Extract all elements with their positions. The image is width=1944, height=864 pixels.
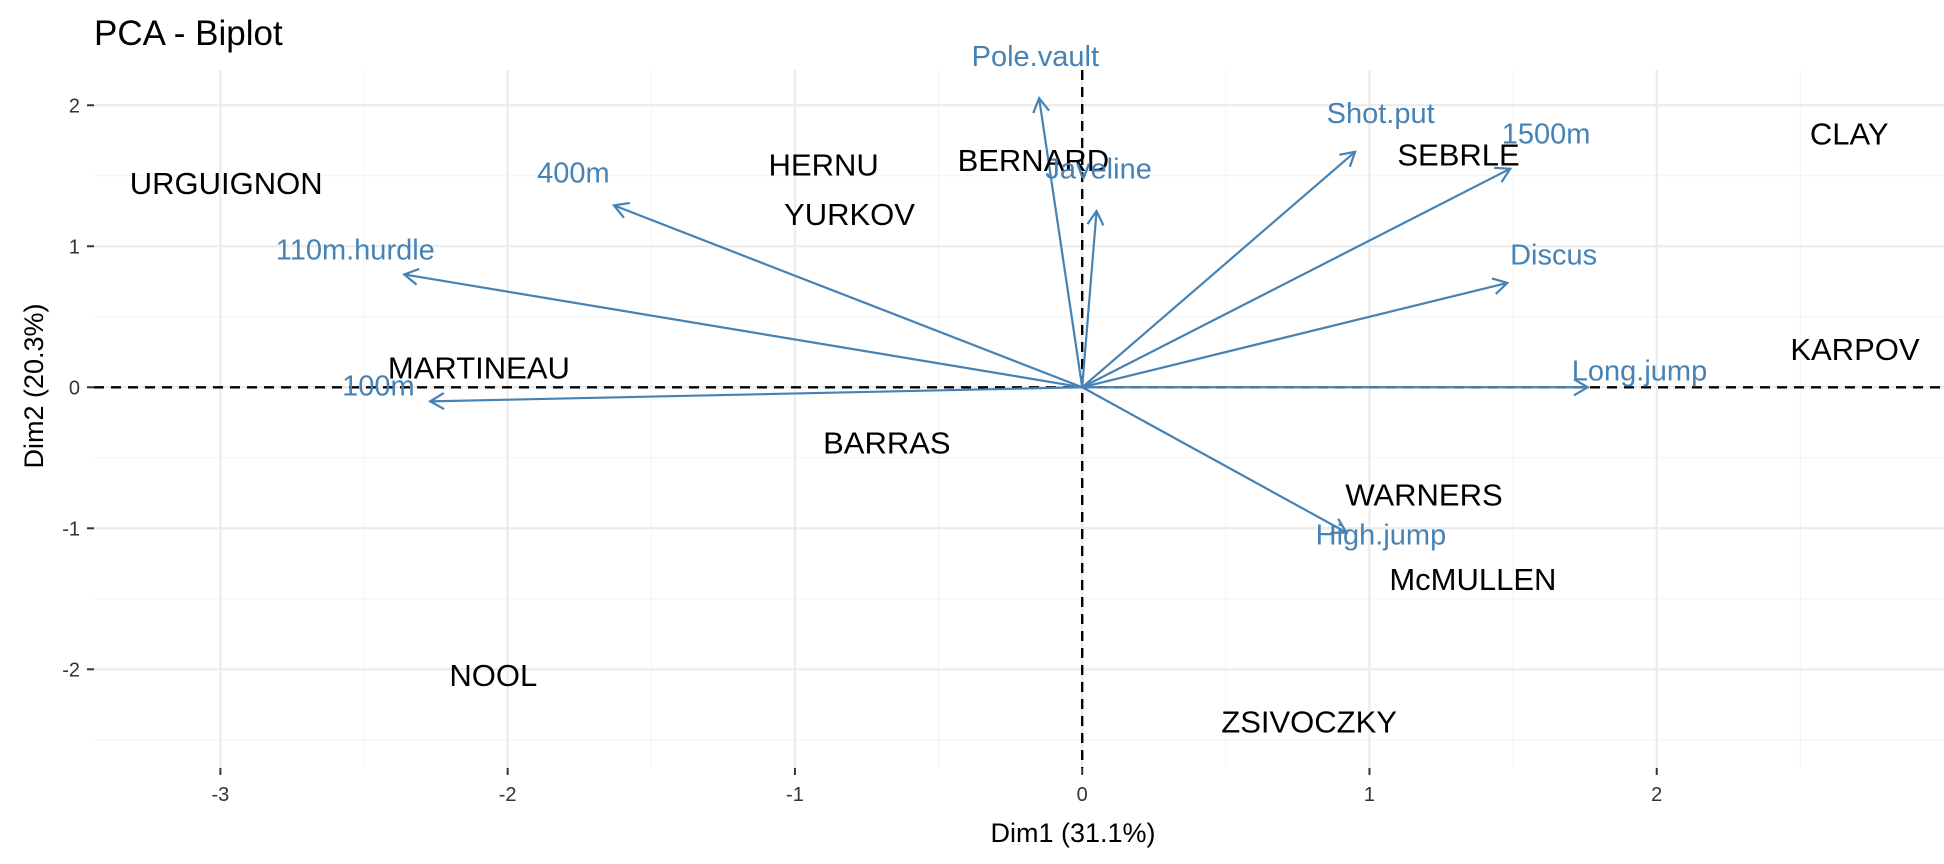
variable-arrow-head	[611, 201, 630, 219]
variable-labels: Pole.vault 400m 110m.hurdle 100m Javeline Sho…	[276, 41, 1707, 552]
variable-label: 1500m	[1502, 118, 1591, 150]
individual-labels: URGUIGNON HERNU BERNARD YURKOV SEBRLE CLAY KAR…	[130, 116, 1920, 739]
variable-arrow-shaft	[1081, 167, 1511, 389]
variable-arrow-shaft	[613, 204, 1083, 389]
individual-label: SEBRLE	[1397, 138, 1519, 173]
variable-arrow	[1081, 166, 1513, 389]
individual-label: BARRAS	[823, 425, 950, 460]
variable-arrow-head	[1491, 277, 1510, 295]
variable-arrow-head	[1330, 518, 1349, 534]
x-axis-title: Dim1 (31.1%)	[990, 818, 1155, 848]
y-tick-label: 1	[69, 236, 80, 258]
individual-label: CLAY	[1810, 116, 1889, 151]
variable-arrow	[1081, 150, 1357, 389]
individual-label: McMULLEN	[1389, 562, 1556, 597]
variable-arrow	[1081, 277, 1510, 389]
variable-arrow-shaft	[430, 386, 1083, 403]
individual-label: BERNARD	[958, 143, 1110, 178]
variable-arrow-head	[1086, 208, 1105, 226]
y-tick-label: -1	[62, 518, 80, 540]
individual-label: MARTINEAU	[388, 351, 570, 386]
variable-label: Shot.put	[1327, 98, 1435, 130]
variable-arrow	[1082, 378, 1590, 397]
variable-arrow	[402, 267, 1083, 389]
variable-arrow-shaft	[1081, 210, 1098, 388]
individual-label: KARPOV	[1790, 332, 1920, 367]
x-tick-label: 1	[1364, 784, 1375, 806]
variable-arrow-shaft	[1081, 150, 1356, 389]
x-tick-label: -3	[211, 784, 229, 806]
variable-label: Discus	[1510, 240, 1597, 272]
variable-arrow-head	[402, 267, 420, 286]
y-tick-label: 2	[69, 95, 80, 117]
individual-label: HERNU	[769, 147, 879, 182]
y-axis-title: Dim2 (20.3%)	[19, 303, 49, 468]
variable-arrow	[1081, 386, 1349, 534]
axes: -3 -2 -1 0 1 2 -2 -1 0 1 2	[62, 95, 1662, 806]
x-tick-label: 2	[1651, 784, 1662, 806]
variable-arrow	[1081, 208, 1105, 388]
y-tick-label: -2	[62, 659, 80, 681]
y-tick-label: 0	[69, 377, 80, 399]
individual-label: WARNERS	[1345, 477, 1502, 512]
variable-label: 100m	[342, 371, 415, 403]
variable-arrow-head	[1494, 166, 1513, 183]
variable-arrows	[402, 96, 1590, 534]
variable-arrow-shaft	[1081, 386, 1348, 534]
x-tick-label: -2	[499, 784, 517, 806]
variable-label: Long.jump	[1572, 355, 1707, 387]
variable-arrow-shaft	[1081, 281, 1508, 389]
variable-label: Javeline	[1045, 154, 1151, 186]
individual-label: YURKOV	[784, 197, 915, 232]
variable-label: Pole.vault	[972, 41, 1099, 73]
x-tick-label: -1	[786, 784, 804, 806]
variable-arrow	[427, 386, 1083, 411]
variable-arrow-shaft	[404, 273, 1083, 389]
variable-arrow	[611, 201, 1083, 389]
variable-label: 110m.hurdle	[276, 234, 435, 266]
individual-label: NOOL	[449, 658, 537, 693]
variable-arrow-head	[1032, 96, 1050, 114]
individual-label: URGUIGNON	[130, 166, 323, 201]
individual-label: ZSIVOCZKY	[1221, 704, 1397, 739]
variable-label: 400m	[537, 158, 610, 190]
variable-label: High.jump	[1316, 520, 1447, 552]
x-tick-label: 0	[1077, 784, 1088, 806]
grid	[94, 70, 1944, 768]
variable-arrow-head	[427, 392, 445, 411]
variable-arrow-shaft	[1038, 98, 1084, 388]
variable-arrow-head	[1339, 150, 1357, 168]
zero-reference-lines	[94, 70, 1944, 768]
variable-arrow-head	[1573, 378, 1590, 397]
variable-arrow	[1032, 96, 1084, 388]
chart-title: PCA - Biplot	[94, 14, 283, 53]
